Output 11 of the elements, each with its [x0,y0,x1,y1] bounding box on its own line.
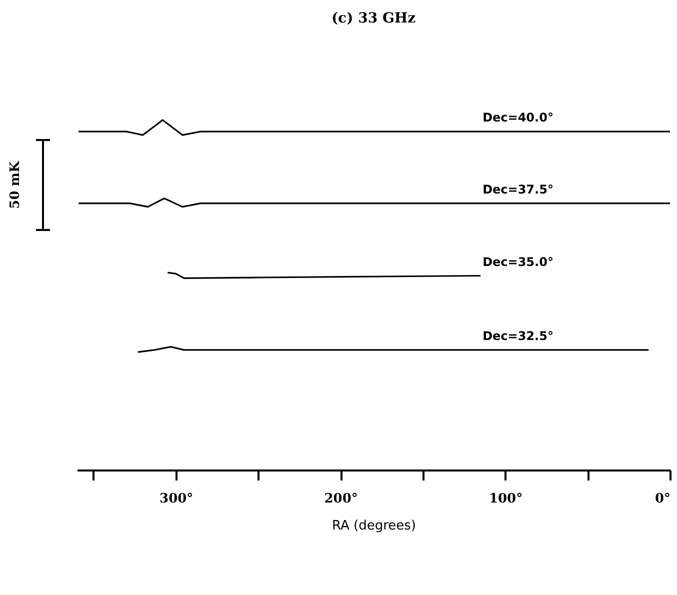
series-label: Dec=37.5° [482,182,554,196]
series-label: Dec=35.0° [482,254,554,269]
chart-title: (c) 33 GHz [331,10,416,27]
series-label: Dec=40.0° [482,110,554,125]
x-axis-title: RA (degrees) [332,518,416,534]
text: 50 mK [8,160,23,209]
series-label: Dec=32.5° [482,328,554,343]
x-tick-label: 0° [654,492,670,506]
x-tick-label: 200° [324,492,358,506]
x-tick-label: 100° [488,492,523,506]
x-tick-label: 300° [160,492,194,506]
